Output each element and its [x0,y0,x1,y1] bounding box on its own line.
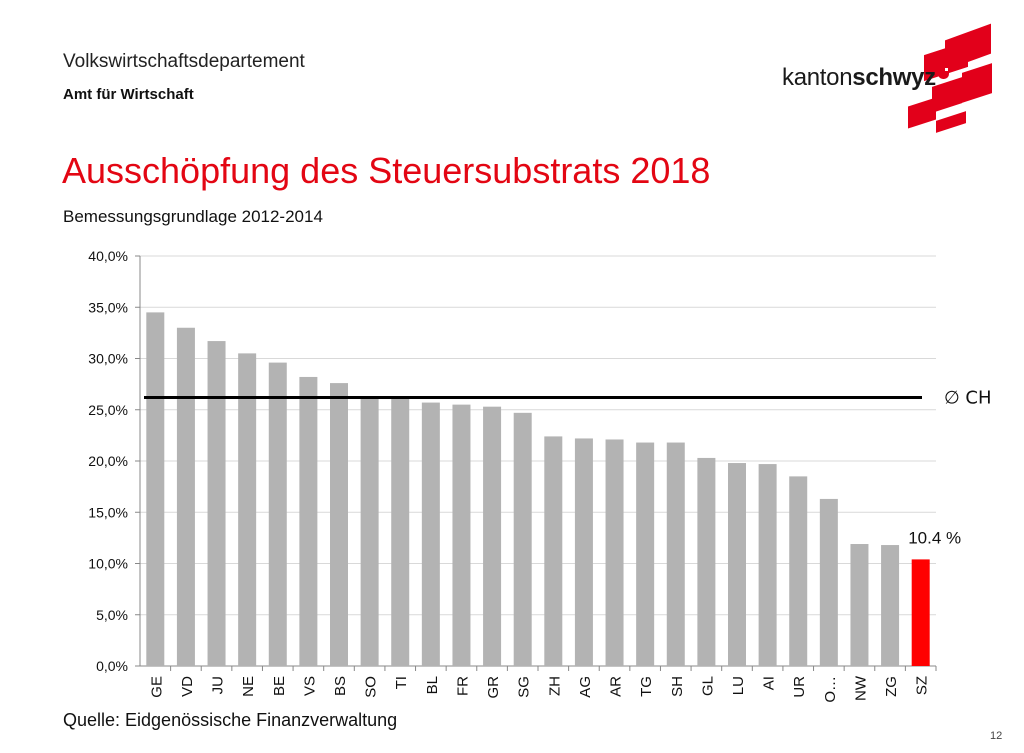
bar-tg [636,442,655,666]
y-tick-label: 0,0% [96,658,128,674]
y-tick-label: 5,0% [96,607,128,623]
x-tick-label: NE [240,676,257,697]
office-name: Amt für Wirtschaft [63,86,194,103]
x-tick-label: UR [791,676,808,698]
y-tick-label: 30,0% [88,351,128,367]
x-tick-label: LU [730,676,747,695]
x-tick-label: GR [485,676,502,699]
bar-ag [574,438,593,666]
y-tick-label: 15,0% [88,504,128,520]
bar-bl [421,402,440,666]
x-tick-label: ZG [883,676,900,697]
x-tick-label: GL [699,676,716,696]
x-tick-label: FR [454,676,471,696]
bar-sg [513,412,532,666]
x-tick-label: AR [608,676,625,697]
department-name: Volkswirtschaftsdepartement [63,51,305,72]
bar-ai [758,464,777,666]
x-tick-label: TI [393,676,410,689]
page-title: Ausschöpfung des Steuersubstrats 2018 [62,150,711,191]
y-tick-label: 35,0% [88,299,128,315]
x-tick-label: VD [179,676,196,697]
bar-gl [697,457,716,666]
x-tick-label: SZ [914,676,931,695]
x-tick-label: SO [363,676,380,698]
x-tick-label: AG [577,676,594,698]
bar-vs [299,376,318,666]
bar-lu [728,463,746,666]
x-tick-label: BE [271,676,288,696]
bar-ju [207,341,226,666]
bar-o [819,498,838,666]
x-tick-label: TG [638,676,655,697]
y-tick-label: 20,0% [88,453,128,469]
page-number: 12 [990,730,1003,742]
bar-be [268,362,287,666]
x-tick-label: O… [822,676,839,703]
bar-zg [881,545,900,666]
x-tick-label: BL [424,676,441,694]
x-tick-label: AI [761,676,778,690]
bar-zh [544,436,563,666]
bar-ne [238,353,257,666]
x-tick-label: GE [148,676,165,698]
logo-wordmark: kantonschwyz [782,64,949,92]
x-tick-label: VS [301,676,318,696]
kanton-schwyz-logo: kantonschwyz [782,23,1002,133]
x-tick-label: SG [516,676,533,698]
x-tick-label: NW [852,675,869,701]
sz-value-label: 10.4 % [908,528,961,547]
bar-nw [850,544,869,666]
bar-ar [605,439,624,666]
source-note: Quelle: Eidgenössische Finanzverwaltung [63,710,398,730]
bar-fr [452,404,471,666]
page-subtitle: Bemessungsgrundlage 2012-2014 [63,207,323,226]
bar-ur [789,476,808,666]
x-tick-label: SH [669,676,686,697]
y-tick-label: 10,0% [88,556,128,572]
shield-icon [937,66,949,79]
bar-sz [911,559,930,666]
y-tick-label: 25,0% [88,402,128,418]
bar-gr [483,406,502,666]
bar-ge [146,312,165,666]
bar-sh [666,442,685,666]
ch-average-label: ∅ CH [944,387,992,408]
bar-ti [391,397,410,666]
bar-bs [330,383,348,666]
x-tick-label: JU [210,676,227,694]
x-tick-label: BS [332,676,349,696]
bar-so [360,396,379,666]
y-tick-label: 40,0% [88,248,128,264]
bar-vd [176,327,195,666]
x-tick-label: ZH [546,676,563,696]
